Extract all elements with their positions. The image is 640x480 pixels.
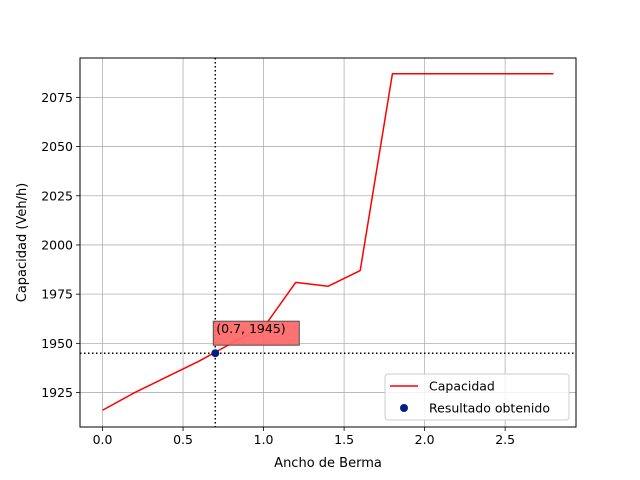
annotation-layer: (0.7, 1945) xyxy=(212,320,300,346)
legend: Capacidad Resultado obtenido xyxy=(384,373,570,421)
annotation-label: (0.7, 1945) xyxy=(216,321,285,336)
reference-lines xyxy=(80,58,576,427)
y-tick-label: 1975 xyxy=(41,287,73,302)
legend-frame xyxy=(384,373,570,421)
x-tick-label: 2.0 xyxy=(415,432,435,447)
y-tick-label: 2025 xyxy=(41,188,73,203)
y-tick-label: 2000 xyxy=(41,237,73,252)
grid xyxy=(80,58,576,427)
legend-swatch-resultado xyxy=(400,404,408,412)
y-tick-label: 1925 xyxy=(41,385,73,400)
x-tick-label: 2.5 xyxy=(495,432,515,447)
legend-label-capacidad: Capacidad xyxy=(429,379,495,394)
series-line-capacidad xyxy=(102,72,554,411)
annotation-box xyxy=(212,320,300,346)
x-tick-label: 1.5 xyxy=(334,432,354,447)
x-tick-label: 1.0 xyxy=(254,432,274,447)
legend-label-resultado: Resultado obtenido xyxy=(429,401,550,416)
y-axis: 1925 1950 1975 2000 2025 2050 2075 xyxy=(41,90,80,400)
y-tick-label: 2075 xyxy=(41,90,73,105)
y-axis-label: Capacidad (Veh/h) xyxy=(15,183,30,303)
result-point xyxy=(211,349,220,358)
series-layer xyxy=(102,72,554,411)
y-tick-label: 1950 xyxy=(41,336,73,351)
axes-frame xyxy=(79,57,577,428)
x-tick-label: 0.0 xyxy=(93,432,113,447)
x-axis-label: Ancho de Berma xyxy=(274,456,382,471)
y-tick-label: 2050 xyxy=(41,139,73,154)
x-axis: 0.0 0.5 1.0 1.5 2.0 2.5 xyxy=(93,427,515,447)
x-tick-label: 0.5 xyxy=(173,432,193,447)
plot-area xyxy=(80,58,576,427)
